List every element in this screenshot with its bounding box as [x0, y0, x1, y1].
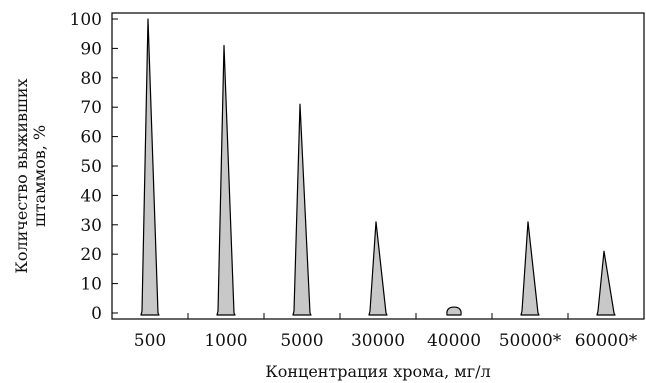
- y-tick-label: 70: [80, 98, 102, 118]
- y-tick-label: 90: [80, 39, 102, 59]
- y-tick-label: 80: [80, 69, 102, 89]
- x-tick-label: 50000*: [499, 331, 562, 351]
- y-axis-title: Количество выживших штаммов, %: [12, 78, 49, 273]
- y-tick-label: 60: [80, 128, 102, 148]
- y-tick-label: 0: [91, 304, 102, 324]
- x-tick-label: 500: [134, 331, 166, 351]
- spike-bar-50000star: [521, 222, 539, 315]
- spike-bar-500: [141, 19, 159, 315]
- x-tick-label: 1000: [204, 331, 247, 351]
- spike-bar-5000: [293, 104, 311, 315]
- y-tick-label: 40: [80, 186, 102, 206]
- y-tick-label: 50: [80, 157, 102, 177]
- data-series: [141, 19, 615, 315]
- x-tick-label: 30000: [351, 331, 405, 351]
- y-tick-label: 30: [80, 216, 102, 236]
- y-tick-label: 20: [80, 245, 102, 265]
- y-tick-label: 10: [80, 275, 102, 295]
- x-axis-title: Концентрация хрома, мг/л: [265, 362, 490, 381]
- x-tick-label: 5000: [280, 331, 323, 351]
- x-tick-label: 40000: [427, 331, 481, 351]
- spike-bar-40000: [447, 307, 461, 315]
- x-tick-label: 60000*: [575, 331, 638, 351]
- y-axis-title-line-2: штаммов, %: [30, 125, 49, 227]
- y-axis: 0 10 20 30 40 50 60 70 80 90 100: [70, 10, 118, 324]
- spike-bar-1000: [217, 45, 235, 315]
- spike-bar-30000: [369, 222, 387, 315]
- spike-bar-60000star: [597, 251, 615, 315]
- y-tick-label: 100: [70, 10, 102, 30]
- y-axis-title-line-1: Количество выживших: [12, 78, 31, 273]
